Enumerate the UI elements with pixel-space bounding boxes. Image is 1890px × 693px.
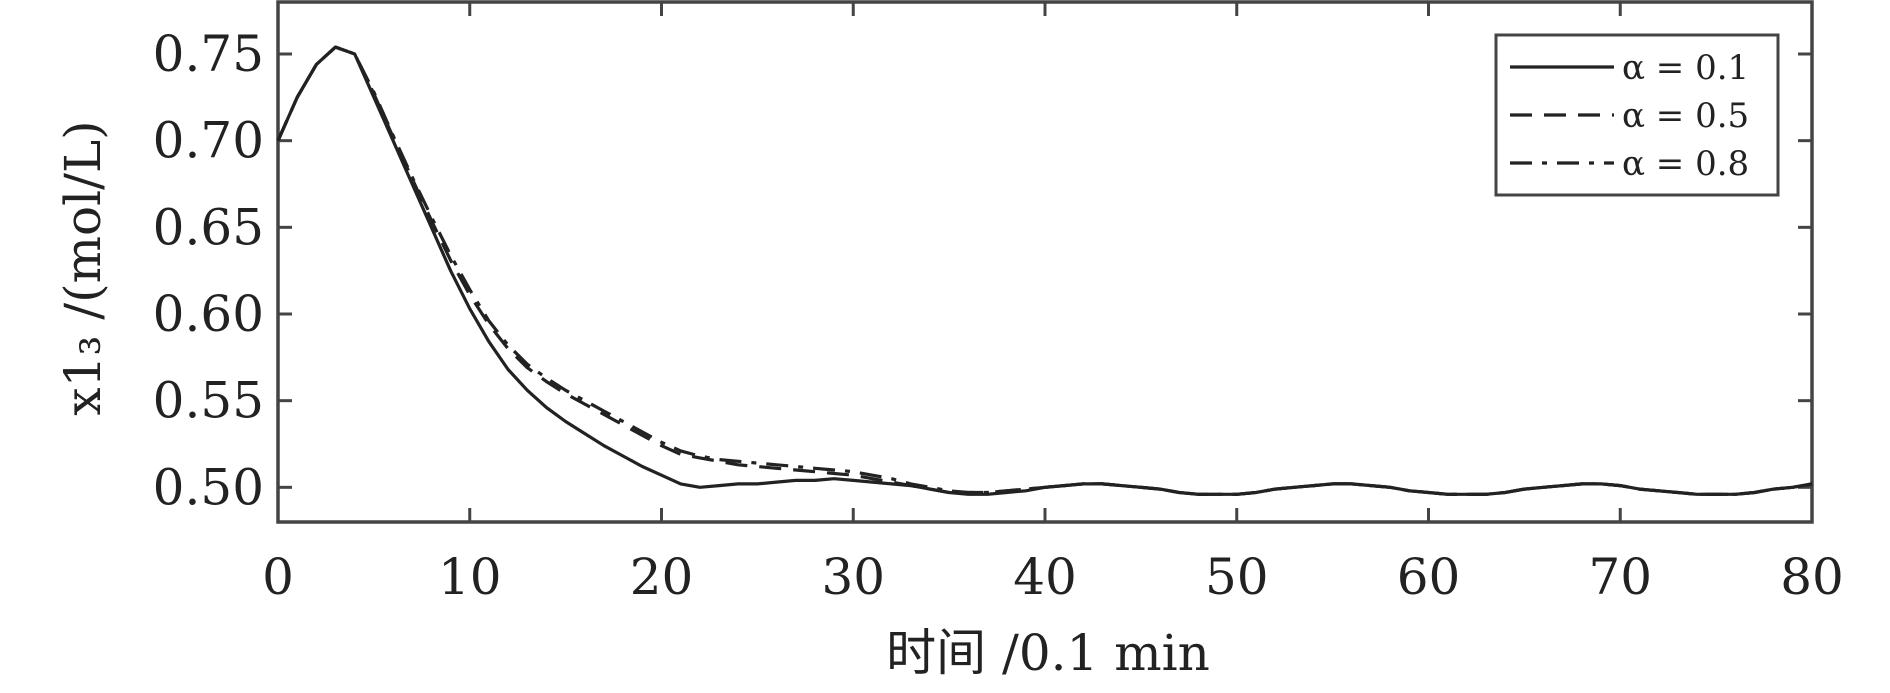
legend-box bbox=[1494, 33, 1780, 197]
x-axis-label: 时间 /0.1 min bbox=[886, 624, 1210, 682]
series-line-2 bbox=[276, 45, 1813, 496]
x-tick-label: 60 bbox=[1397, 548, 1461, 606]
y-tick-label: 0.50 bbox=[153, 458, 264, 516]
x-tick-label: 0 bbox=[262, 548, 294, 606]
x-tick-label: 50 bbox=[1205, 548, 1269, 606]
x-tick-label: 10 bbox=[438, 548, 502, 606]
x-tick-label: 30 bbox=[821, 548, 885, 606]
legend: α = 0.1 α = 0.5 α = 0.8 bbox=[1494, 33, 1780, 197]
legend-label-2: α = 0.5 bbox=[1622, 96, 1749, 136]
y-tick-label: 0.60 bbox=[153, 285, 264, 343]
y-tick-label: 0.55 bbox=[153, 372, 264, 430]
x-tick-label: 70 bbox=[1588, 548, 1652, 606]
x-tick-label: 80 bbox=[1780, 548, 1844, 606]
y-tick-label: 0.75 bbox=[153, 25, 264, 83]
series-lines bbox=[276, 45, 1813, 496]
legend-label-3: α = 0.8 bbox=[1622, 144, 1749, 184]
x-tick-label: 40 bbox=[1013, 548, 1077, 606]
x-tick-label: 20 bbox=[630, 548, 694, 606]
legend-label-1: α = 0.1 bbox=[1622, 48, 1749, 88]
y-axis-label: x1₃ /(mol/L) bbox=[54, 120, 112, 415]
y-tick-label: 0.65 bbox=[153, 198, 264, 256]
y-tick-label: 0.70 bbox=[153, 112, 264, 170]
axis-ticks: 0 10 20 30 40 50 60 70 80 0.50 0.55 0.60 0.65 0.70 0.7… bbox=[153, 2, 1844, 606]
